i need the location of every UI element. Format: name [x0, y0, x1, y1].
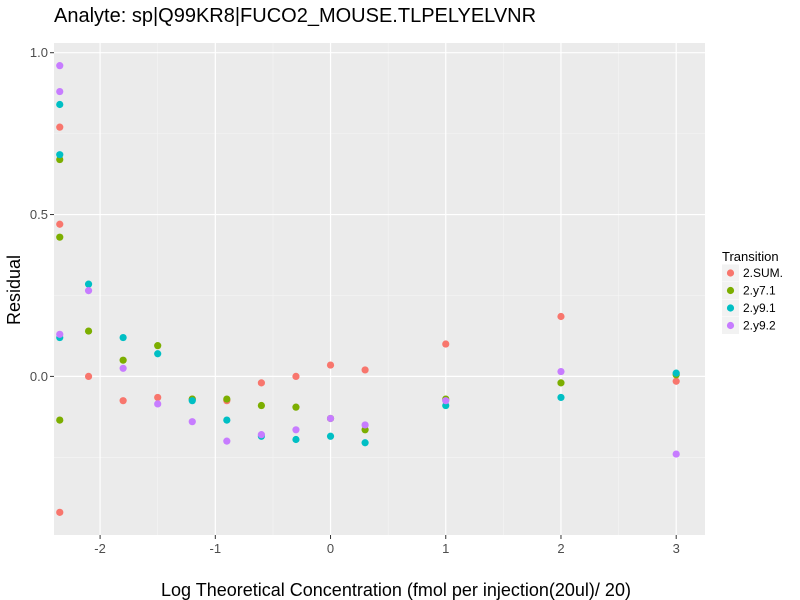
data-point — [84, 287, 93, 295]
legend-label: 2.y9.2 — [743, 319, 776, 333]
data-point — [557, 312, 565, 321]
plot-panel — [54, 43, 705, 535]
chart-title: Analyte: sp|Q99KR8|FUCO2_MOUSE.TLPELYELV… — [54, 5, 536, 27]
data-point — [223, 395, 231, 403]
x-tick-label: 0 — [327, 541, 334, 556]
data-point — [188, 418, 196, 426]
data-point — [292, 435, 300, 444]
data-point — [672, 377, 680, 385]
data-point — [257, 401, 265, 410]
x-tick-label: 2 — [557, 541, 564, 556]
data-point — [442, 340, 450, 348]
data-point — [56, 151, 64, 159]
y-axis-title: Residual — [4, 255, 24, 325]
data-point — [326, 432, 335, 440]
data-point — [154, 350, 162, 358]
data-point — [223, 437, 231, 445]
data-point — [119, 356, 127, 364]
data-point — [557, 367, 565, 376]
data-point — [257, 431, 265, 439]
data-point — [672, 450, 680, 458]
data-point — [84, 280, 93, 288]
legend-marker — [726, 321, 735, 330]
axis-ticks — [50, 52, 677, 539]
legend: Transition 2.SUM. 2.y7.1 2.y9.1 2.y9.2 — [722, 249, 783, 334]
data-point — [154, 400, 162, 408]
data-point — [292, 372, 300, 380]
legend-items: 2.SUM. 2.y7.1 2.y9.1 2.y9.2 — [722, 264, 783, 334]
data-point — [119, 333, 127, 342]
data-point — [56, 123, 64, 131]
legend-title: Transition — [722, 249, 779, 264]
data-point — [154, 393, 162, 402]
legend-label: 2.SUM. — [743, 266, 783, 280]
data-point — [292, 426, 300, 434]
data-point — [56, 416, 64, 424]
data-point — [119, 364, 127, 372]
x-tick-label: -2 — [94, 541, 106, 556]
data-point — [56, 233, 64, 241]
data-points — [56, 62, 680, 516]
y-tick-label: 1.0 — [30, 45, 48, 60]
x-tick-label: 3 — [673, 541, 680, 556]
data-point — [56, 62, 64, 70]
legend-marker — [726, 286, 735, 295]
data-point — [56, 87, 64, 96]
data-point — [154, 342, 162, 350]
data-point — [119, 397, 127, 405]
data-point — [557, 393, 565, 402]
data-point — [442, 397, 450, 405]
x-tick-labels: -2 -1 0 1 2 3 — [94, 541, 680, 556]
data-point — [56, 330, 64, 338]
x-tick-label: -1 — [210, 541, 222, 556]
legend-label: 2.y9.1 — [743, 301, 776, 315]
data-point — [361, 439, 369, 447]
data-point — [84, 372, 93, 380]
legend-label: 2.y7.1 — [743, 284, 776, 298]
data-point — [672, 369, 680, 377]
legend-marker — [726, 269, 735, 277]
data-point — [56, 220, 64, 228]
data-point — [84, 327, 93, 335]
data-point — [223, 416, 231, 424]
data-point — [557, 379, 565, 387]
data-point — [326, 361, 335, 369]
x-tick-label: 1 — [442, 541, 449, 556]
y-tick-label: 0.0 — [30, 369, 48, 384]
grid-minor — [54, 43, 705, 535]
data-point — [188, 397, 196, 405]
data-point — [326, 414, 335, 423]
data-point — [361, 421, 369, 429]
data-point — [56, 508, 64, 516]
data-point — [292, 403, 300, 411]
y-tick-labels: 0.0 0.5 1.0 — [30, 45, 48, 384]
y-tick-label: 0.5 — [30, 207, 48, 222]
data-point — [361, 366, 369, 374]
data-point — [257, 379, 265, 387]
data-point — [56, 100, 64, 109]
x-axis-title: Log Theoretical Concentration (fmol per … — [161, 580, 631, 600]
legend-marker — [726, 304, 735, 312]
